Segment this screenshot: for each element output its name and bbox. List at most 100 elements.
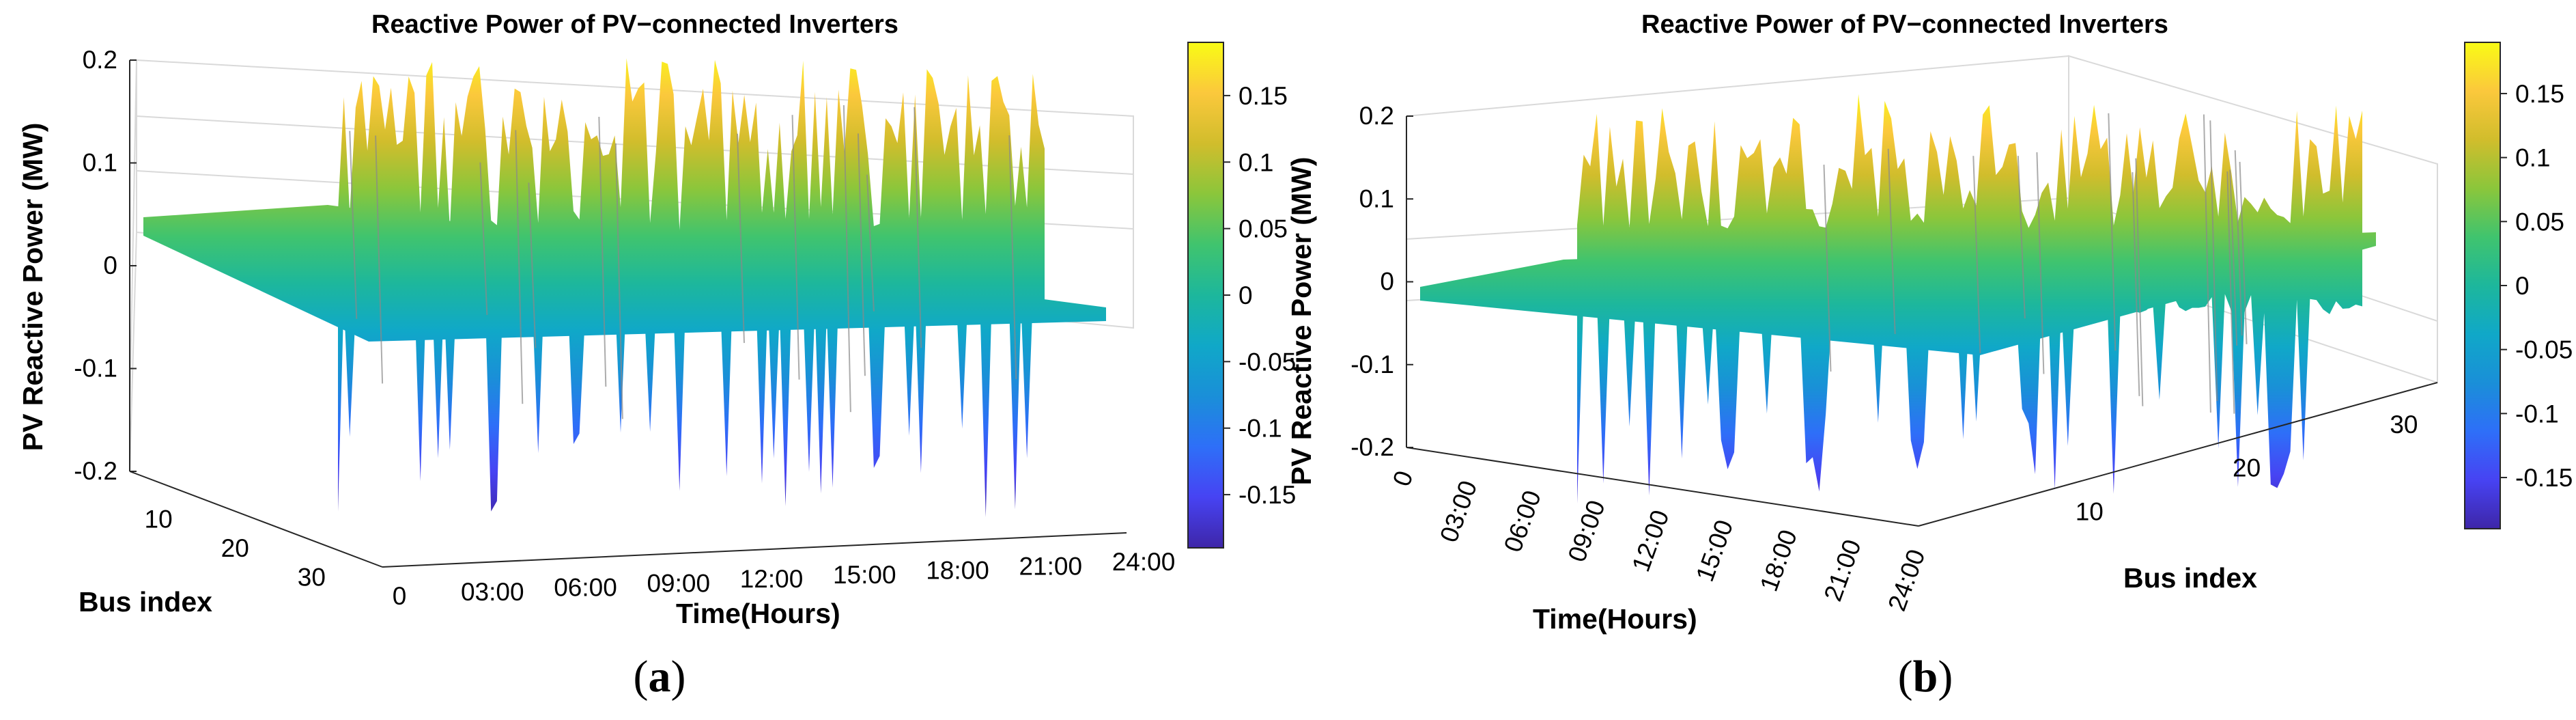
z-tick-label: 0.2 <box>1359 102 1394 130</box>
colorbar-tick-label: 0.1 <box>1239 148 1273 176</box>
mesh-line <box>1823 165 1832 372</box>
colorbar-tick-label: -0.15 <box>1239 481 1296 509</box>
colorbar-tick-label: 0 <box>1239 281 1253 309</box>
panel-label-letter: a <box>649 652 671 702</box>
mesh-line <box>614 143 623 419</box>
mesh-line <box>2203 114 2211 413</box>
z-tick-label: -0.2 <box>1350 433 1394 461</box>
mesh-line <box>349 130 358 319</box>
colorbar-ticks: 0.15 0.1 0.05 0 -0.05 -0.1 -0.15 <box>2500 80 2573 492</box>
time-tick-label: 15:00 <box>1690 516 1738 585</box>
mesh-line <box>2234 150 2243 336</box>
chart-title: Reactive Power of PV−connected Inverters <box>1641 10 2168 39</box>
time-tick-label: 24:00 <box>1112 548 1176 576</box>
bus-tick-label: 30 <box>2390 411 2418 439</box>
z-tick-label: -0.1 <box>1350 350 1394 378</box>
panel-label-paren: ) <box>671 652 686 702</box>
time-tick-label: 15:00 <box>833 561 896 589</box>
time-tick-label: 21:00 <box>1019 552 1082 580</box>
mesh-line <box>857 133 866 376</box>
bus-tick-label: 10 <box>2076 497 2104 525</box>
bus-axis-line <box>129 471 383 568</box>
mesh-line <box>737 133 746 344</box>
time-tick-label: 12:00 <box>740 565 804 593</box>
surface-troughs <box>1577 287 2362 504</box>
bus-tick-label: 20 <box>221 534 249 562</box>
axes-a: -0.2 -0.1 0 0.1 0.2 0 03:00 06:00 09:00 12:00 15:0… <box>74 46 1175 610</box>
mesh-line <box>2036 152 2045 374</box>
time-tick-label: 03:00 <box>461 578 524 606</box>
mesh-line <box>1887 148 1896 335</box>
time-tick-label: 18:00 <box>926 557 989 585</box>
colorbar-tick-label: -0.05 <box>1239 348 1296 376</box>
mesh-line <box>515 130 524 404</box>
z-axis-label: PV Reactive Power (MW) <box>1286 157 1317 486</box>
z-tick-label: 0.1 <box>83 149 117 177</box>
bus-tick-label: 20 <box>2233 454 2261 482</box>
mesh-line <box>2229 169 2238 346</box>
colorbar-tick-label: 0.05 <box>2515 208 2564 236</box>
bus-tick-label: 30 <box>298 563 326 591</box>
time-tick-label: 0 <box>393 582 407 610</box>
time-axis-label: Time(Hours) <box>1533 603 1697 635</box>
z-tick-label: -0.1 <box>74 355 117 383</box>
panel-label-letter: b <box>1913 652 1938 702</box>
z-tick-label: -0.2 <box>74 457 117 485</box>
bus-axis-label: Bus index <box>79 586 212 618</box>
time-axis-line <box>382 532 1127 568</box>
colorbar-a: 0.15 0.1 0.05 0 -0.05 -0.1 -0.15 <box>1187 42 1296 549</box>
bus-axis-label: Bus index <box>2123 562 2257 594</box>
mesh-line <box>866 174 875 311</box>
z-tick-label: 0.1 <box>1359 184 1394 212</box>
mesh-line <box>1972 156 1981 353</box>
panel-label: (a) <box>634 652 686 702</box>
time-tick-label: 09:00 <box>1563 497 1611 566</box>
time-tick-label: 06:00 <box>554 574 617 602</box>
panel-b: Reactive Power of PV−connected Inverters… <box>1286 10 2573 702</box>
mesh-line <box>2209 120 2218 402</box>
time-tick-label: 0 <box>1387 467 1419 490</box>
colorbar-tick-label: 0.15 <box>1239 82 1288 110</box>
time-axis-line <box>1406 447 1919 527</box>
mesh-line <box>2135 158 2144 406</box>
z-axis-label: PV Reactive Power (MW) <box>17 123 48 452</box>
mesh-line <box>598 116 607 387</box>
colorbar-tick-label: 0 <box>2515 272 2530 300</box>
colorbar-bar <box>1187 42 1224 549</box>
chart-title: Reactive Power of PV−connected Inverters <box>371 10 898 39</box>
colorbar-tick-label: -0.1 <box>1239 415 1282 443</box>
mesh-line <box>2017 156 2026 319</box>
panel-a: Reactive Power of PV−connected Inverters… <box>17 10 1296 702</box>
z-tick-label: 0.2 <box>83 46 117 74</box>
mesh-line <box>528 182 537 348</box>
panel-label-paren: ( <box>634 652 649 702</box>
time-tick-label: 21:00 <box>1819 536 1867 605</box>
surface-peaks <box>338 58 1045 288</box>
colorbar-bar <box>2464 42 2501 529</box>
time-tick-label: 06:00 <box>1499 486 1546 555</box>
mesh-line <box>914 107 922 348</box>
mesh-line <box>2239 161 2248 344</box>
mesh-line <box>2132 172 2140 396</box>
time-tick-label: 18:00 <box>1755 526 1802 595</box>
colorbar-ticks: 0.15 0.1 0.05 0 -0.05 -0.1 -0.15 <box>1223 82 1296 509</box>
mesh-line <box>791 115 800 380</box>
colorbar-tick-label: -0.05 <box>2515 336 2573 364</box>
z-tick-label: 0 <box>1380 268 1394 296</box>
mesh-line <box>2226 171 2235 414</box>
colorbar-tick-label: -0.1 <box>2515 400 2559 428</box>
colorbar-tick-label: 0.1 <box>2515 144 2550 172</box>
time-tick-label: 24:00 <box>1882 546 1930 615</box>
mesh-line <box>2108 113 2117 351</box>
bus-axis-line <box>1918 382 2438 527</box>
surface-plot-a <box>143 58 1106 518</box>
panel-label: (b) <box>1898 652 1953 702</box>
panel-label-paren: ( <box>1898 652 1913 702</box>
surface-peaks <box>1577 94 2362 287</box>
colorbar-tick-label: -0.15 <box>2515 464 2573 492</box>
time-tick-label: 12:00 <box>1626 506 1674 575</box>
colorbar-b: 0.15 0.1 0.05 0 -0.05 -0.1 -0.15 <box>2464 42 2573 529</box>
mesh-line <box>1008 135 1017 380</box>
mesh-line <box>843 105 851 413</box>
